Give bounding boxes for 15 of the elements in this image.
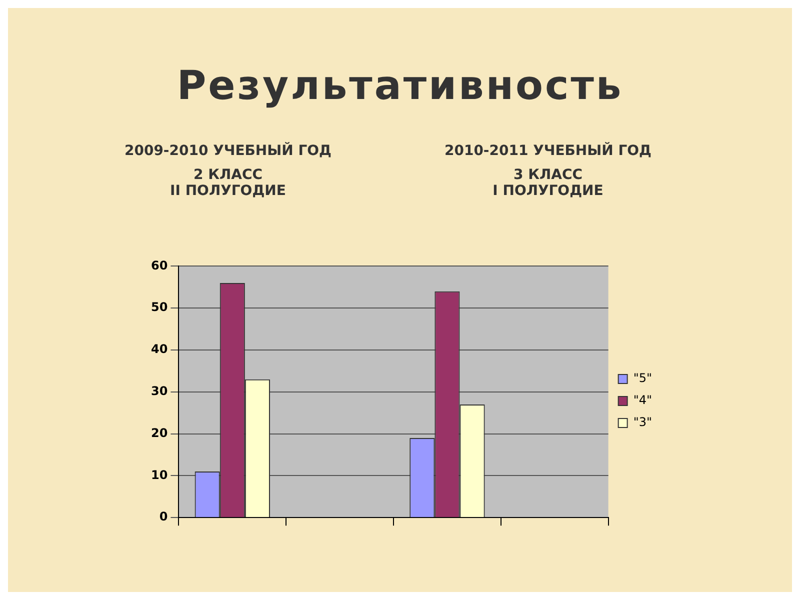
y-tick-label: 30 [150, 384, 168, 398]
y-tick-label: 10 [150, 468, 168, 482]
legend-label: "5" [633, 371, 652, 386]
y-tick-label: 40 [150, 342, 168, 356]
text: 2010-2011 УЧЕБНЫЙ ГОД [443, 143, 653, 159]
y-tick-label: 60 [150, 258, 168, 272]
text: 3 КЛАСС I ПОЛУГОДИЕ [492, 167, 604, 199]
text: 2 КЛАСС II ПОЛУГОДИЕ [169, 167, 287, 199]
y-tick-label: 0 [159, 510, 168, 524]
legend-label: "4" [633, 393, 652, 408]
chart-title: Результативность [176, 63, 624, 109]
y-tick-label: 50 [150, 300, 168, 314]
y-tick-label: 20 [150, 426, 168, 440]
text: 2009-2010 УЧЕБНЫЙ ГОД [123, 143, 333, 159]
legend-label: "3" [633, 415, 652, 430]
